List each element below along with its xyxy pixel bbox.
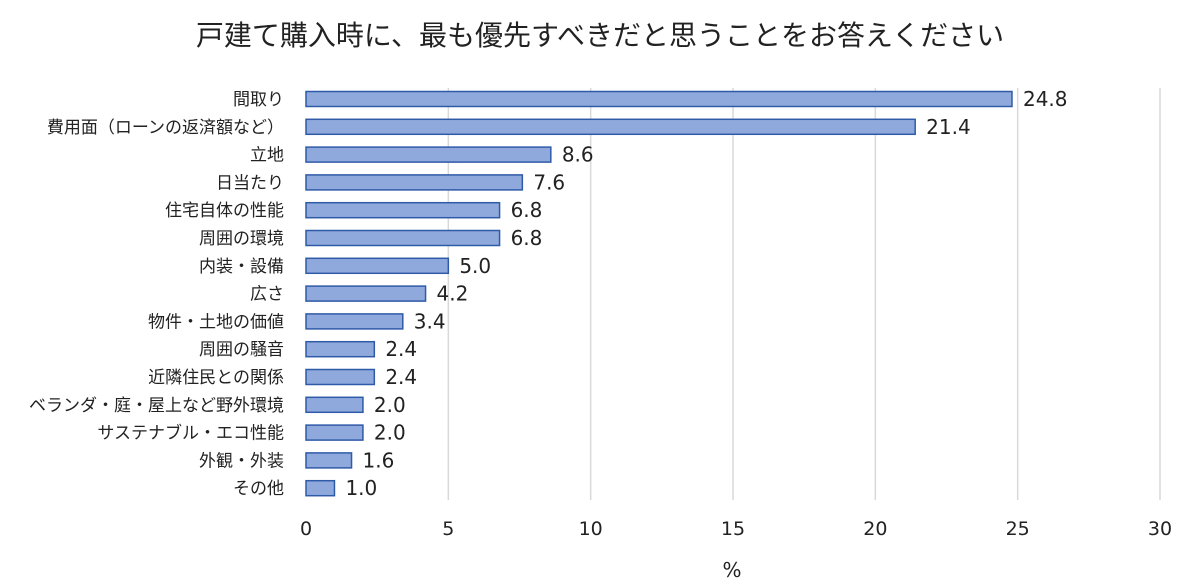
category-label: 内装・設備 xyxy=(199,257,284,277)
bar xyxy=(305,174,524,191)
value-label: 5.0 xyxy=(459,254,491,278)
bar xyxy=(305,146,552,163)
category-label: サステナブル・エコ性能 xyxy=(97,423,284,444)
category-label: 周囲の騒音 xyxy=(199,340,284,360)
bar xyxy=(305,201,501,219)
category-label: 近隣住民との関係 xyxy=(148,368,284,388)
x-tick-label: 5 xyxy=(442,518,454,540)
bar xyxy=(305,257,450,275)
bar xyxy=(305,340,376,358)
x-tick-label: 25 xyxy=(1006,518,1030,540)
value-label: 4.2 xyxy=(437,282,469,306)
bar xyxy=(305,313,404,330)
bar xyxy=(305,424,364,441)
bar xyxy=(305,90,1013,108)
bar xyxy=(305,452,353,469)
category-label: 広さ xyxy=(250,285,284,305)
x-axis-label: % xyxy=(722,558,742,582)
x-tick-label: 0 xyxy=(300,518,312,540)
x-tick-label: 30 xyxy=(1148,518,1172,540)
bar xyxy=(305,368,376,386)
value-label: 6.8 xyxy=(511,226,543,250)
value-label: 21.4 xyxy=(926,115,971,139)
value-label: 24.8 xyxy=(1023,87,1068,111)
category-label: 日当たり xyxy=(216,173,284,193)
category-label: 立地 xyxy=(250,146,284,166)
category-label: 周囲の環境 xyxy=(199,229,284,249)
value-label: 2.0 xyxy=(374,393,406,417)
bars xyxy=(305,90,1013,497)
gridlines xyxy=(447,88,1161,500)
x-tick-label: 20 xyxy=(863,518,887,540)
value-label: 2.4 xyxy=(385,365,417,389)
x-tick-labels: 0 5 10 15 20 25 30 xyxy=(300,518,1172,540)
category-label: ベランダ・庭・屋上など野外環境 xyxy=(29,396,284,416)
value-labels: 24.8 21.4 8.6 7.6 6.8 6.8 5.0 4.2 3.4 2.4 2.4 2.0 2.… xyxy=(345,87,1067,500)
x-tick-label: 10 xyxy=(579,518,603,540)
category-label: 住宅自体の性能 xyxy=(165,201,284,221)
bar xyxy=(305,229,501,247)
chart-title: 戸建て購入時に、最も優先すべきだと思うことをお答えください xyxy=(195,19,1005,52)
value-label: 1.6 xyxy=(363,448,395,472)
bar xyxy=(305,479,336,497)
bar xyxy=(305,396,364,414)
category-label: 間取り xyxy=(233,90,284,110)
value-label: 2.4 xyxy=(385,337,417,361)
value-label: 8.6 xyxy=(562,143,594,167)
value-label: 6.8 xyxy=(511,198,543,222)
value-label: 3.4 xyxy=(414,309,446,333)
x-tick-label: 15 xyxy=(721,518,745,540)
value-label: 2.0 xyxy=(374,421,406,445)
category-label: 費用面（ローンの返済額など） xyxy=(47,118,284,138)
category-label: 外観・外装 xyxy=(199,451,284,471)
category-label: 物件・土地の価値 xyxy=(148,312,284,332)
bar xyxy=(305,118,916,136)
category-label: その他 xyxy=(233,479,284,499)
value-label: 7.6 xyxy=(533,170,565,194)
value-label: 1.0 xyxy=(345,476,377,500)
bar xyxy=(305,285,427,302)
